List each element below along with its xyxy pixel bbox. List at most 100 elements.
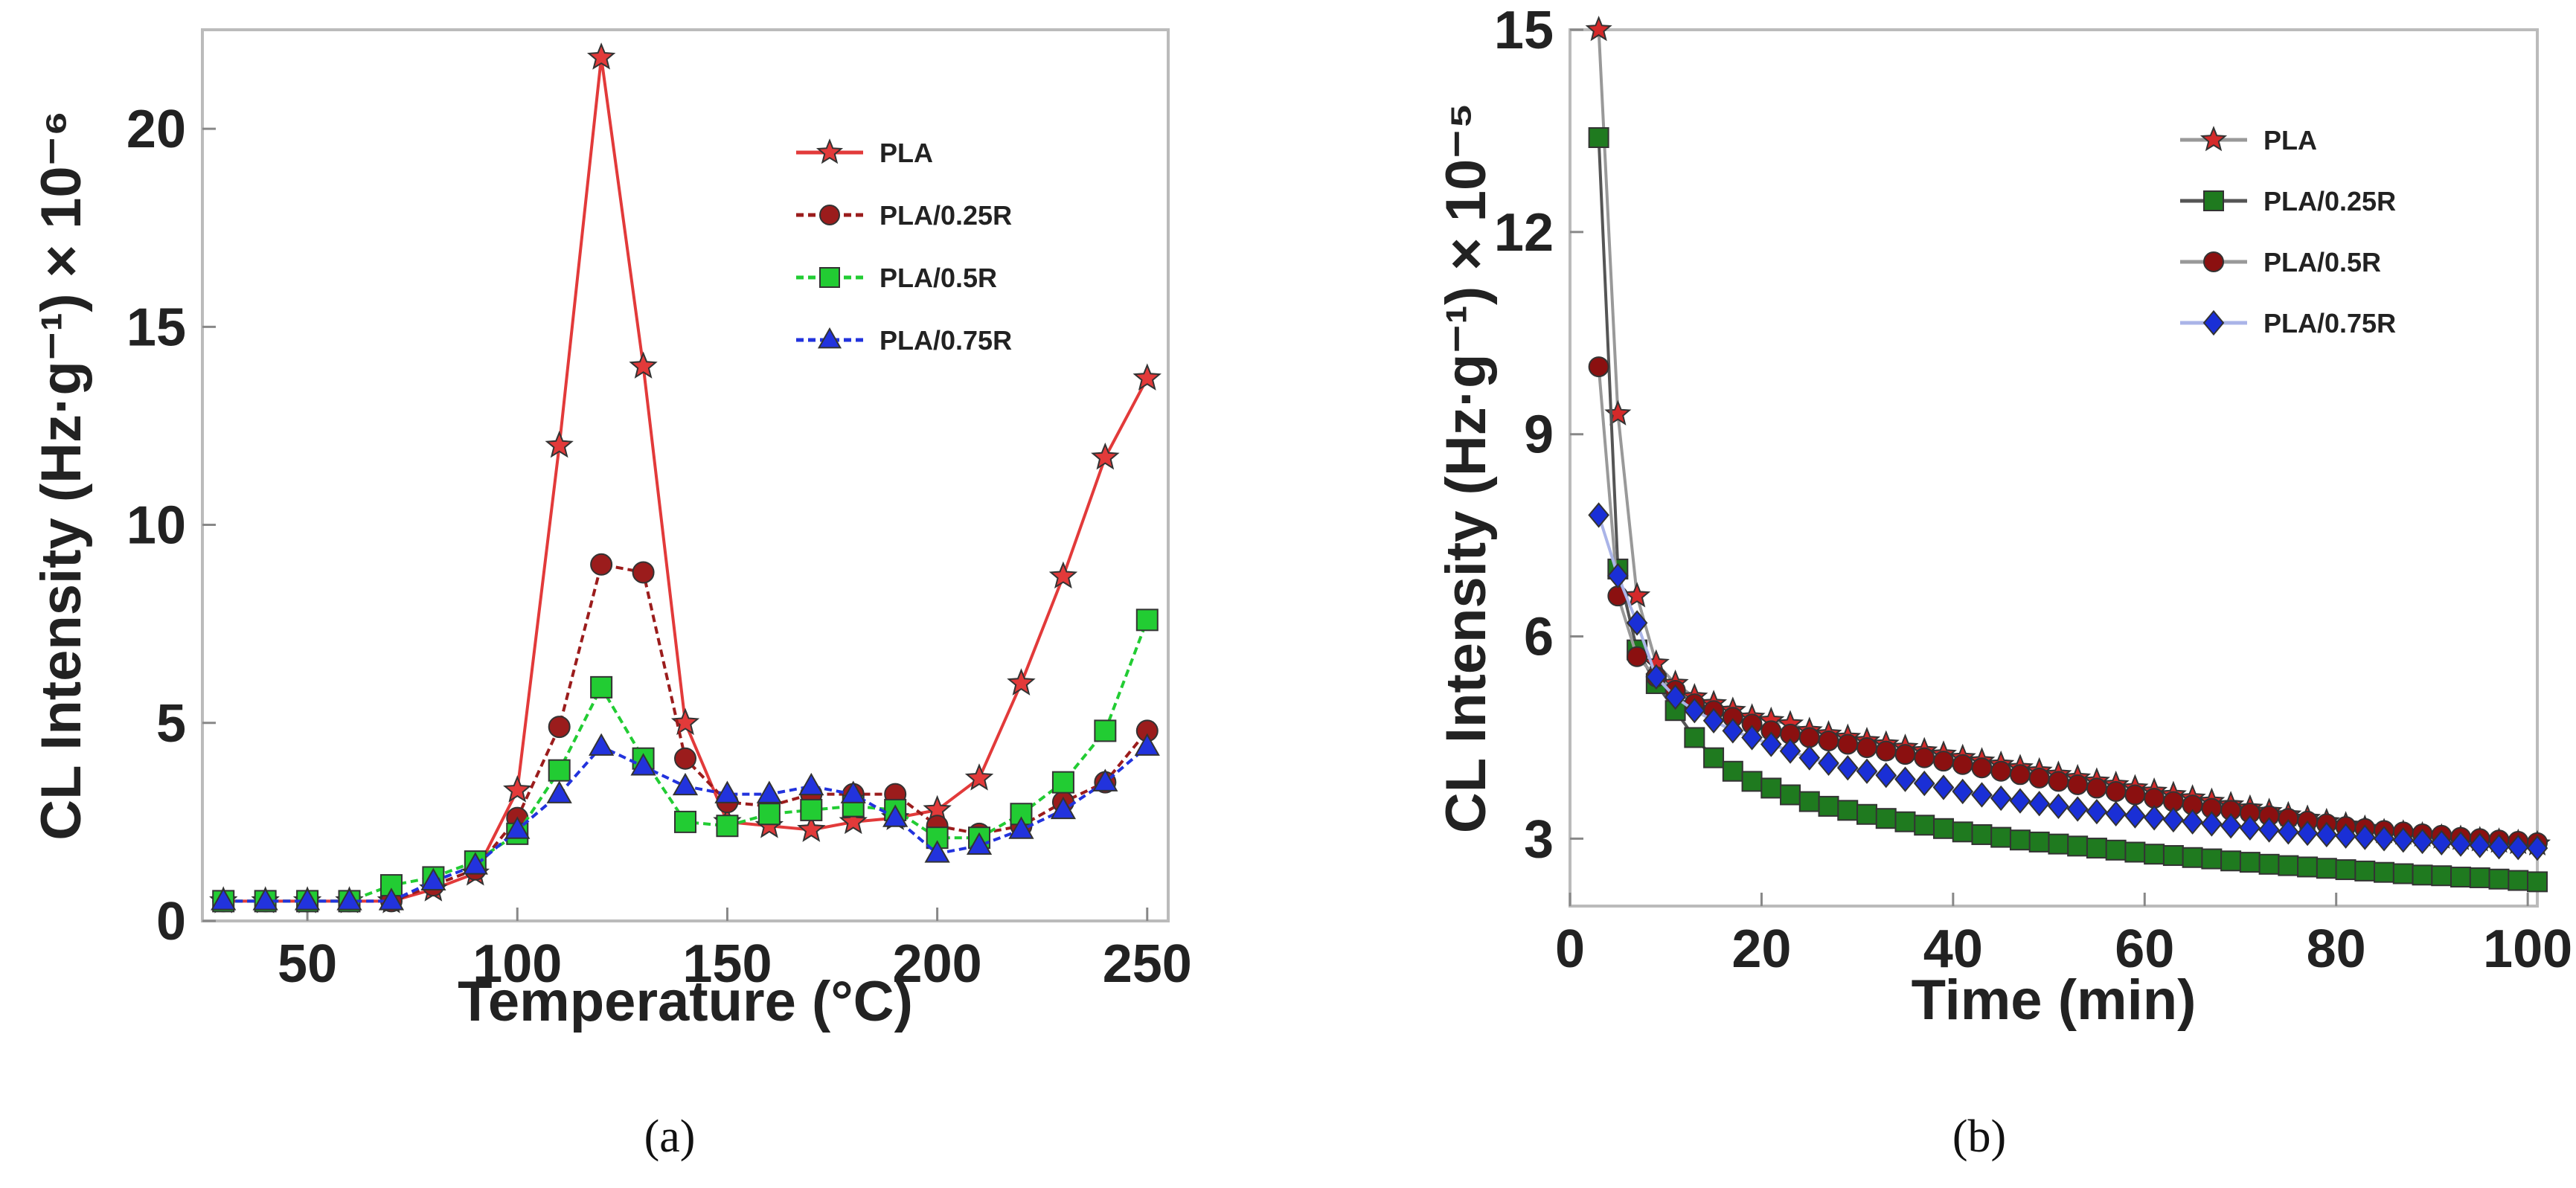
data-point	[2508, 870, 2529, 891]
series-PLA/0.5R	[1588, 356, 2548, 853]
data-point	[1645, 664, 1667, 690]
data-point	[590, 553, 613, 576]
legend-label: PLA/0.75R	[880, 325, 1012, 356]
legend-marker	[816, 138, 844, 164]
data-point	[2124, 803, 2146, 829]
data-point	[1091, 442, 1120, 470]
data-point	[1092, 768, 1118, 792]
data-point	[632, 561, 655, 584]
data-point	[1722, 718, 1744, 744]
data-point	[798, 772, 824, 796]
data-point	[2507, 835, 2529, 861]
data-point	[420, 867, 446, 890]
data-point	[2316, 858, 2337, 879]
data-point	[1684, 727, 1705, 748]
data-point	[964, 763, 994, 791]
legend-item: PLA/0.75R	[796, 325, 1012, 356]
x-tick-label: 0	[1555, 919, 1585, 979]
data-point	[2373, 826, 2395, 852]
data-point	[336, 887, 362, 911]
data-point	[548, 716, 571, 739]
data-point	[674, 747, 696, 770]
data-point	[2144, 788, 2165, 809]
data-point	[1722, 760, 1743, 782]
legend-marker	[819, 205, 840, 225]
data-point	[1007, 668, 1036, 696]
legend-item: PLA/0.5R	[2180, 247, 2381, 277]
data-point	[797, 815, 826, 842]
data-point	[2162, 845, 2184, 867]
data-point	[2048, 833, 2069, 855]
data-point	[2488, 868, 2510, 890]
data-point	[2450, 831, 2472, 857]
data-point	[1741, 725, 1763, 751]
data-point	[1607, 562, 1629, 589]
legend-label: PLA	[2263, 125, 2317, 155]
data-point	[252, 887, 278, 911]
data-point	[1008, 816, 1034, 839]
data-point	[1588, 502, 1609, 528]
data-point	[714, 780, 740, 803]
y-tick-label: 5	[156, 694, 186, 754]
y-tick-label: 9	[1524, 405, 1554, 465]
y-tick-label: 0	[156, 892, 186, 951]
data-point	[1932, 774, 1955, 800]
data-point	[2239, 815, 2261, 841]
data-point	[2009, 764, 2031, 786]
data-point	[1952, 778, 1974, 805]
data-point	[926, 826, 949, 850]
x-tick-label: 250	[1103, 934, 1192, 994]
data-point	[545, 430, 574, 458]
data-point	[2220, 813, 2242, 839]
data-point	[2124, 784, 2146, 806]
data-point	[757, 803, 781, 826]
legend-marker	[2203, 190, 2224, 211]
data-point	[1914, 815, 1935, 836]
data-point	[586, 42, 616, 70]
data-point	[1932, 751, 1954, 772]
data-point	[1585, 16, 1612, 42]
x-tick-label: 50	[278, 934, 337, 994]
data-point	[1604, 399, 1632, 426]
data-point	[2028, 791, 2050, 817]
data-point	[1971, 757, 1993, 779]
data-point	[674, 810, 696, 833]
data-point	[503, 775, 532, 803]
legend-marker	[2202, 309, 2225, 336]
data-point	[1135, 609, 1159, 632]
data-point	[2431, 865, 2452, 887]
data-point	[840, 780, 866, 803]
data-point	[2086, 798, 2108, 825]
data-point	[462, 852, 488, 875]
data-point	[2258, 853, 2280, 875]
data-point	[546, 780, 572, 803]
data-point	[2105, 780, 2127, 802]
x-tick-label: 200	[893, 934, 982, 994]
data-point	[2335, 823, 2356, 849]
data-point	[2450, 867, 2472, 888]
data-point	[1837, 733, 1859, 755]
data-point	[2143, 805, 2165, 831]
y-tick-label: 15	[1494, 1, 1554, 60]
data-point	[2028, 831, 2050, 853]
data-point	[2067, 835, 2089, 857]
data-point	[1971, 782, 1993, 808]
data-point	[1875, 762, 1897, 789]
data-point	[1894, 766, 1916, 792]
panel-a-series	[209, 42, 1162, 914]
data-point	[2527, 871, 2548, 893]
data-point	[2412, 864, 2433, 886]
data-point	[2086, 838, 2107, 859]
data-point	[1990, 760, 2012, 782]
data-point	[1932, 818, 1954, 839]
x-tick-label: 150	[682, 934, 772, 994]
data-point	[1588, 356, 1609, 378]
data-point	[1760, 777, 1782, 799]
data-point	[504, 816, 531, 839]
data-point	[1798, 745, 1821, 771]
data-point	[1798, 791, 1820, 812]
data-point	[2048, 793, 2069, 820]
data-point	[924, 840, 950, 863]
data-point	[2374, 861, 2395, 883]
